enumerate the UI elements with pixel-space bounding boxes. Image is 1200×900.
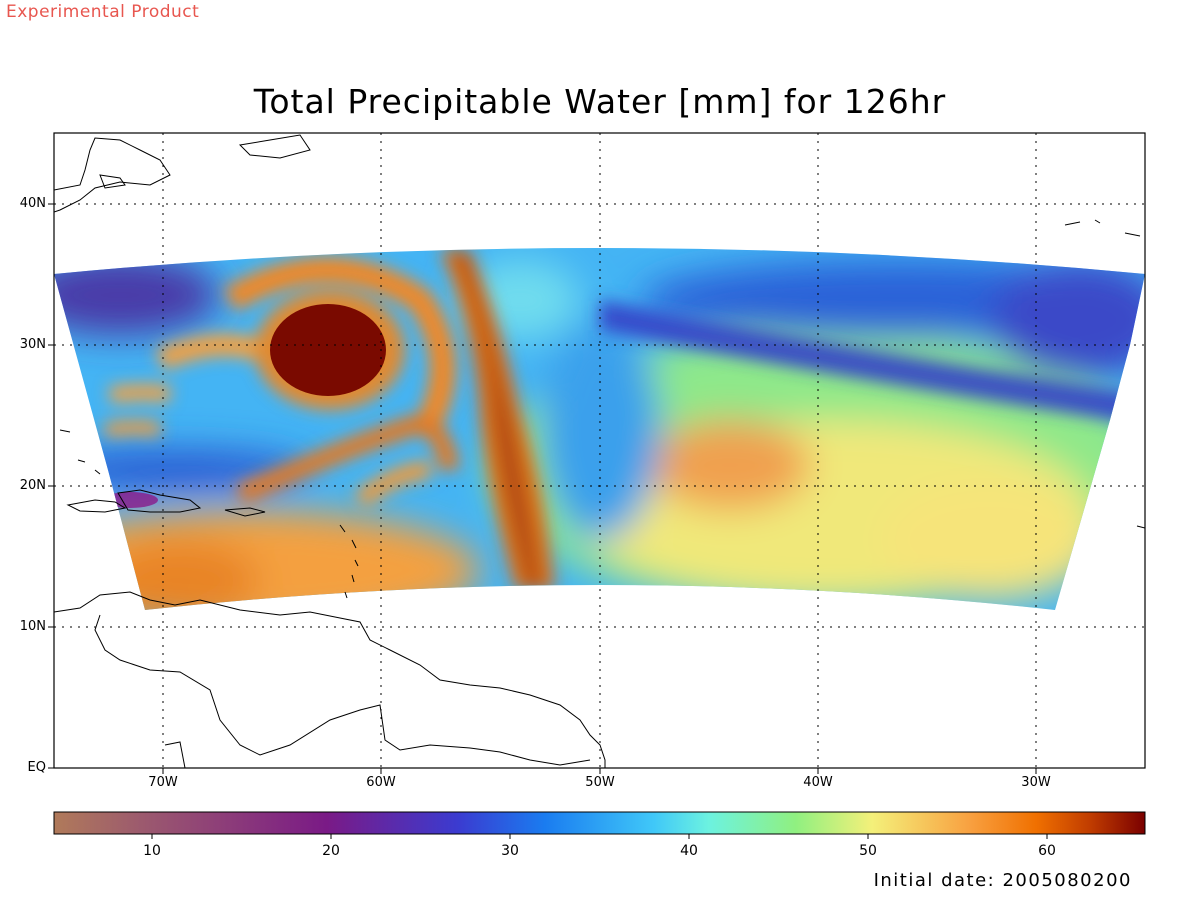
lon-label-60w: 60W [366, 775, 396, 790]
colorbar-label-50: 50 [859, 843, 877, 859]
initial-date-label: Initial date: 2005080200 [873, 870, 1132, 891]
colorbar-ticks [151, 834, 1048, 839]
colorbar [54, 812, 1145, 834]
lat-label-eq: EQ [27, 760, 46, 775]
colorbar-label-10: 10 [143, 843, 161, 859]
graticule [54, 133, 1145, 768]
precipitable-water-field [54, 248, 1145, 610]
axis-ticks [48, 203, 1037, 774]
colorbar-label-60: 60 [1038, 843, 1056, 859]
storm-core [270, 304, 386, 396]
lat-label-10n: 10N [19, 619, 46, 634]
experimental-product-label: Experimental Product [6, 2, 200, 22]
map-title: Total Precipitable Water [mm] for 126hr [253, 82, 947, 121]
lat-label-20n: 20N [19, 478, 46, 493]
lat-label-30n: 30N [19, 337, 46, 352]
lon-label-40w: 40W [803, 775, 833, 790]
lon-label-50w: 50W [585, 775, 615, 790]
colorbar-frame [53, 811, 1146, 835]
colorbar-label-30: 30 [501, 843, 519, 859]
colorbar-label-20: 20 [322, 843, 340, 859]
coastlines [54, 134, 1145, 768]
lon-label-30w: 30W [1021, 775, 1051, 790]
lon-label-70w: 70W [148, 775, 178, 790]
lat-label-40n: 40N [19, 196, 46, 211]
map-frame [53, 132, 1146, 769]
colorbar-label-40: 40 [680, 843, 698, 859]
